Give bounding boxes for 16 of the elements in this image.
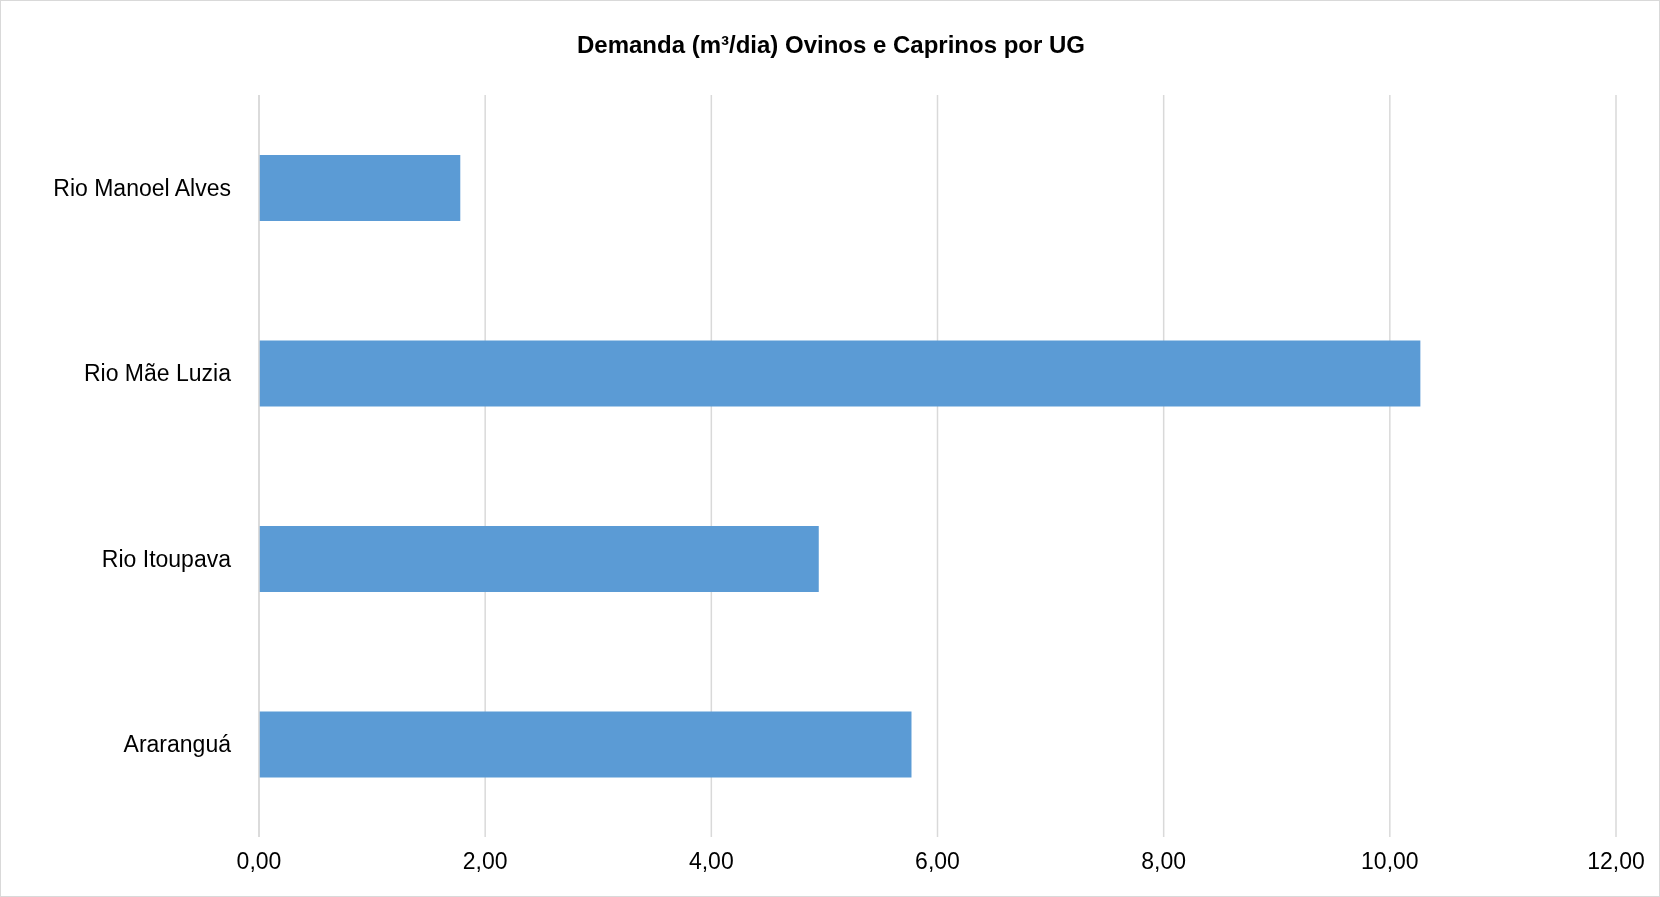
y-tick-label: Rio Itoupava [101,545,232,572]
x-tick-label: 0,00 [236,848,282,875]
y-tick-label: Araranguá [123,731,232,758]
x-tick-label: 2,00 [462,848,508,875]
x-tick-label: 6,00 [915,848,960,875]
x-tick-label: 12,00 [1587,848,1645,875]
bar [259,155,461,221]
bar [259,526,819,592]
bar [259,711,912,778]
chart-title: Demanda (m³/dia) Ovinos e Caprinos por UG [575,31,1087,59]
x-tick-label: 10,00 [1361,848,1419,875]
bar [259,340,1421,407]
x-tick-label: 4,00 [688,848,734,875]
y-tick-label: Rio Manoel Alves [53,174,231,201]
x-tick-label: 8,00 [1141,848,1187,875]
y-tick-label: Rio Mãe Luzia [83,360,232,387]
